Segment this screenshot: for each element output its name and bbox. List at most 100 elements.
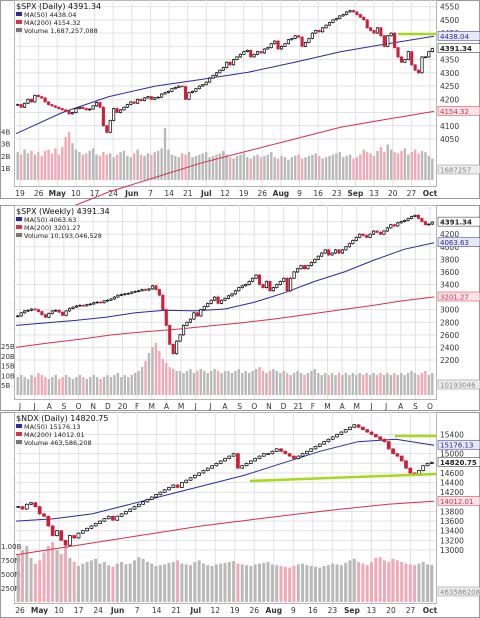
- candle-body: [420, 218, 424, 222]
- candle-body: [238, 53, 242, 58]
- candle-body: [249, 49, 253, 58]
- volume-bar: [154, 566, 158, 602]
- volume-bar: [163, 564, 167, 602]
- volume-bar: [262, 562, 266, 602]
- volume-bar: [19, 154, 23, 180]
- candle-body: [365, 429, 370, 433]
- candle-body: [292, 455, 296, 459]
- volume-bar: [355, 157, 359, 180]
- volume-bar: [283, 157, 287, 180]
- volume-bar: [379, 373, 382, 395]
- y-tick-label: 2200: [440, 356, 459, 365]
- volume-bar: [23, 377, 26, 395]
- candle-body: [154, 494, 158, 498]
- volume-bar: [386, 144, 389, 180]
- candle-body: [40, 311, 44, 316]
- x-tick-label: Jul: [200, 189, 212, 198]
- candle-body: [300, 36, 304, 47]
- value-tag-text: 15176.13: [440, 442, 473, 450]
- y-tick-label: 4050: [440, 135, 459, 144]
- y-tick-label: 4000: [440, 243, 459, 252]
- x-tick-label: D: [281, 402, 287, 411]
- legend-swatch: [16, 217, 22, 221]
- x-tick-label: 26: [257, 189, 267, 198]
- volume-bar: [280, 155, 283, 180]
- ma50-line: [15, 242, 435, 326]
- volume-bar: [365, 152, 369, 180]
- candle-body: [362, 16, 366, 21]
- volume-bar: [141, 558, 145, 602]
- value-tag-box: [437, 106, 480, 116]
- legend-label: MA(50) 4438.04: [24, 11, 76, 19]
- volume-bar: [227, 562, 231, 602]
- candle-body: [389, 32, 393, 37]
- volume-bar: [214, 564, 218, 602]
- volume-bar: [389, 149, 393, 180]
- legend-label: MA(200) 4154.32: [24, 19, 80, 27]
- x-tick-label: S: [62, 402, 67, 411]
- volume-bar: [361, 375, 365, 395]
- x-tick-label: S: [237, 402, 242, 411]
- volume-bar: [208, 157, 211, 180]
- legend-swatch: [16, 28, 22, 32]
- candle-body: [399, 455, 404, 462]
- volume-bar: [72, 562, 76, 602]
- x-tick-label: 21: [293, 402, 303, 411]
- candle-body: [333, 249, 338, 254]
- candle-body: [296, 455, 301, 459]
- x-tick-label: A: [340, 402, 346, 411]
- volume-bar: [194, 155, 198, 180]
- volume-tick-label: 2B: [1, 153, 10, 161]
- volume-bar: [196, 371, 199, 395]
- volume-bar: [64, 136, 67, 180]
- volume-bar: [352, 558, 356, 602]
- candle-body: [345, 11, 349, 15]
- volume-bar: [106, 375, 109, 395]
- volume-bar: [276, 158, 280, 180]
- volume-bar: [268, 371, 272, 395]
- y-tick-label: 4500: [440, 16, 459, 25]
- volume-bar: [94, 558, 98, 602]
- candle-body: [177, 85, 181, 88]
- candle-body: [122, 106, 126, 111]
- candle-body: [382, 35, 386, 47]
- volume-bar: [123, 375, 127, 395]
- legend-label: Volume 1,687,257,088: [24, 27, 98, 35]
- candle-body: [143, 289, 148, 291]
- candle-body: [178, 334, 182, 342]
- volume-bar: [225, 154, 228, 180]
- volume-bar: [352, 158, 355, 180]
- volume-bar: [240, 564, 244, 602]
- volume-bar: [270, 564, 274, 602]
- volume-bar: [16, 377, 19, 395]
- candle-body: [317, 30, 321, 33]
- x-tick-label: 24: [108, 189, 118, 198]
- volume-bar: [265, 373, 268, 395]
- candle-body: [139, 98, 143, 101]
- candle-body: [150, 285, 155, 290]
- x-tick-label: May: [31, 606, 48, 615]
- candle-body: [158, 491, 163, 495]
- volume-bar: [120, 377, 123, 395]
- volume-bar: [303, 375, 306, 395]
- candle-body: [237, 287, 241, 292]
- x-tick-label: J: [18, 402, 21, 411]
- candle-body: [218, 460, 223, 464]
- y-tick-label: 4200: [440, 95, 459, 104]
- volume-bar: [256, 154, 259, 180]
- candle-body: [274, 448, 279, 452]
- candle-body: [99, 301, 103, 304]
- volume-bar: [403, 375, 406, 395]
- y-tick-label: 14200: [440, 488, 464, 497]
- y-tick-label: 3600: [440, 268, 459, 277]
- candle-body: [295, 268, 300, 273]
- candle-body: [70, 112, 75, 115]
- volume-bar: [307, 155, 311, 180]
- volume-bar: [334, 375, 337, 395]
- legend-label: Volume 463,586,208: [24, 439, 92, 447]
- x-tick-label: Jun: [124, 189, 138, 198]
- volume-bar: [400, 150, 403, 180]
- candle-body: [226, 295, 231, 299]
- x-tick-label: O: [427, 402, 433, 411]
- volume-bar: [387, 562, 391, 602]
